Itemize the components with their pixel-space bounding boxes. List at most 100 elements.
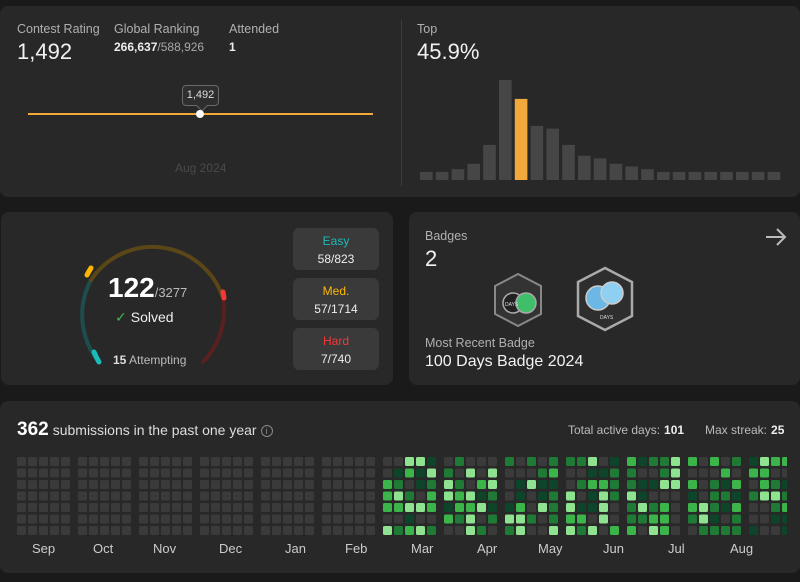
calendar-day-cell[interactable] [688,480,697,489]
calendar-day-cell[interactable] [599,491,608,501]
calendar-day-cell[interactable] [394,526,403,535]
calendar-day-cell[interactable] [244,480,253,489]
calendar-day-cell[interactable] [50,480,59,489]
calendar-day-cell[interactable] [294,503,303,512]
calendar-day-cell[interactable] [39,526,48,535]
calendar-day-cell[interactable] [721,514,730,524]
calendar-day-cell[interactable] [233,457,242,466]
calendar-day-cell[interactable] [150,514,159,524]
calendar-day-cell[interactable] [577,468,586,478]
calendar-day-cell[interactable] [200,503,209,512]
calendar-day-cell[interactable] [627,468,636,478]
calendar-day-cell[interactable] [61,526,70,535]
calendar-day-cell[interactable] [222,526,231,535]
calendar-day-cell[interactable] [721,526,730,535]
calendar-day-cell[interactable] [122,526,131,535]
calendar-day-cell[interactable] [355,491,364,501]
calendar-day-cell[interactable] [538,468,547,478]
calendar-day-cell[interactable] [466,468,475,478]
calendar-day-cell[interactable] [233,503,242,512]
calendar-day-cell[interactable] [660,491,669,501]
calendar-day-cell[interactable] [100,526,109,535]
calendar-day-cell[interactable] [294,480,303,489]
calendar-day-cell[interactable] [383,491,392,501]
calendar-day-cell[interactable] [283,526,292,535]
calendar-day-cell[interactable] [78,457,87,466]
calendar-day-cell[interactable] [760,491,769,501]
calendar-day-cell[interactable] [549,526,558,535]
calendar-day-cell[interactable] [272,480,281,489]
calendar-day-cell[interactable] [688,526,697,535]
calendar-day-cell[interactable] [699,468,708,478]
calendar-day-cell[interactable] [333,514,342,524]
calendar-day-cell[interactable] [305,526,314,535]
calendar-day-cell[interactable] [383,480,392,489]
calendar-day-cell[interactable] [17,491,26,501]
calendar-day-cell[interactable] [61,457,70,466]
calendar-day-cell[interactable] [516,503,525,512]
calendar-day-cell[interactable] [566,503,575,512]
calendar-day-cell[interactable] [771,526,780,535]
calendar-day-cell[interactable] [771,480,780,489]
calendar-day-cell[interactable] [416,480,425,489]
calendar-day-cell[interactable] [322,503,331,512]
calendar-day-cell[interactable] [577,526,586,535]
calendar-day-cell[interactable] [150,503,159,512]
calendar-day-cell[interactable] [366,480,375,489]
calendar-day-cell[interactable] [161,503,170,512]
calendar-day-cell[interactable] [627,457,636,466]
calendar-day-cell[interactable] [383,457,392,466]
calendar-day-cell[interactable] [749,514,758,524]
calendar-day-cell[interactable] [455,491,464,501]
calendar-day-cell[interactable] [710,457,719,466]
calendar-day-cell[interactable] [549,480,558,489]
calendar-day-cell[interactable] [488,480,497,489]
calendar-day-cell[interactable] [78,468,87,478]
calendar-day-cell[interactable] [610,491,619,501]
calendar-day-cell[interactable] [111,514,120,524]
calendar-day-cell[interactable] [183,480,192,489]
calendar-day-cell[interactable] [732,491,741,501]
calendar-day-cell[interactable] [671,491,680,501]
calendar-day-cell[interactable] [283,514,292,524]
calendar-day-cell[interactable] [710,480,719,489]
calendar-day-cell[interactable] [211,514,220,524]
calendar-day-cell[interactable] [599,503,608,512]
calendar-day-cell[interactable] [466,514,475,524]
calendar-day-cell[interactable] [89,514,98,524]
calendar-day-cell[interactable] [89,491,98,501]
calendar-day-cell[interactable] [732,503,741,512]
calendar-day-cell[interactable] [588,526,597,535]
calendar-day-cell[interactable] [333,480,342,489]
calendar-day-cell[interactable] [394,491,403,501]
calendar-day-cell[interactable] [649,468,658,478]
calendar-day-cell[interactable] [305,491,314,501]
calendar-day-cell[interactable] [122,514,131,524]
calendar-day-cell[interactable] [538,503,547,512]
calendar-day-cell[interactable] [627,480,636,489]
calendar-day-cell[interactable] [649,491,658,501]
calendar-day-cell[interactable] [527,491,536,501]
calendar-day-cell[interactable] [771,514,780,524]
calendar-day-cell[interactable] [538,457,547,466]
calendar-day-cell[interactable] [688,468,697,478]
calendar-day-cell[interactable] [333,491,342,501]
calendar-day-cell[interactable] [61,480,70,489]
calendar-day-cell[interactable] [455,503,464,512]
calendar-day-cell[interactable] [477,491,486,501]
calendar-day-cell[interactable] [416,526,425,535]
calendar-day-cell[interactable] [466,526,475,535]
calendar-day-cell[interactable] [721,457,730,466]
calendar-day-cell[interactable] [50,491,59,501]
calendar-day-cell[interactable] [172,480,181,489]
calendar-day-cell[interactable] [566,514,575,524]
calendar-day-cell[interactable] [771,468,780,478]
calendar-day-cell[interactable] [322,491,331,501]
calendar-day-cell[interactable] [660,480,669,489]
calendar-day-cell[interactable] [272,526,281,535]
calendar-day-cell[interactable] [588,491,597,501]
calendar-day-cell[interactable] [111,457,120,466]
calendar-day-cell[interactable] [222,514,231,524]
calendar-day-cell[interactable] [599,457,608,466]
calendar-day-cell[interactable] [516,526,525,535]
